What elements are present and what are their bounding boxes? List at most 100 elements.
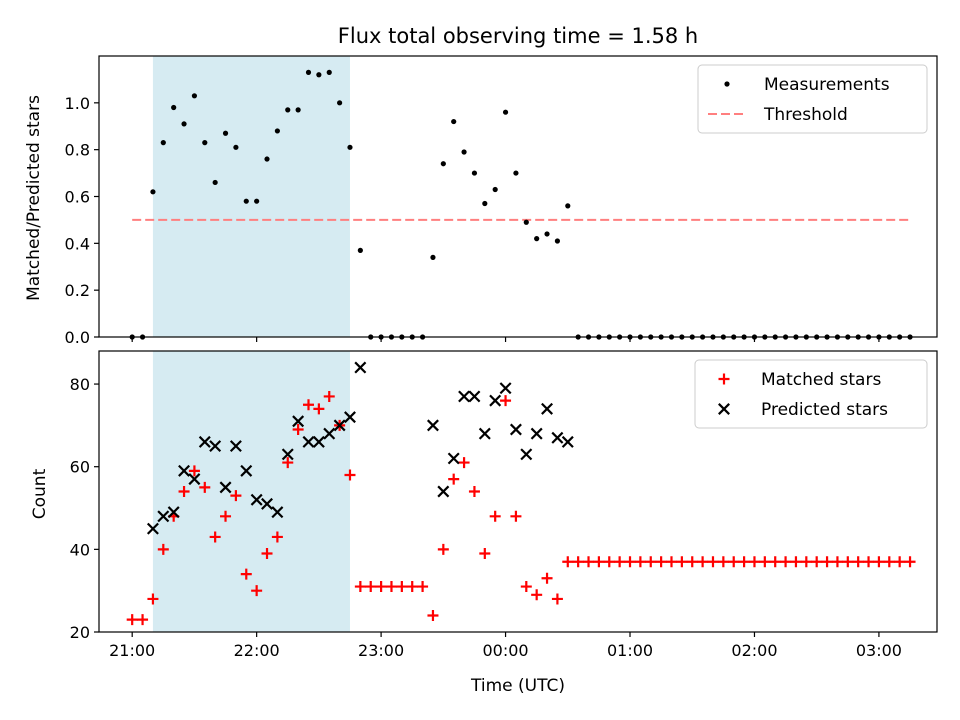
measurement-point: [233, 144, 239, 150]
matched-star-point: [572, 556, 584, 568]
legend-predicted-marker: [718, 403, 730, 415]
bottom-y-tick-label: 20: [70, 623, 90, 642]
top-legend-box: [697, 64, 928, 134]
legend-label: Measurements: [764, 75, 890, 95]
matched-star-point: [313, 403, 325, 415]
matched-star-point: [188, 465, 200, 477]
matched-star-point: [344, 469, 356, 481]
matched-star-point: [292, 424, 304, 436]
matched-star-point: [614, 556, 626, 568]
matched-star-point: [510, 510, 522, 522]
top-panel: 0.0 0.2 0.4 0.6 0.8 1.0 Measurements Threshold: [65, 55, 938, 347]
x-tick-label: 02:00: [731, 641, 777, 660]
matched-star-point: [894, 556, 906, 568]
top-y-tick-label: 0.4: [65, 234, 90, 253]
measurement-point: [222, 130, 229, 136]
matched-star-point: [489, 510, 501, 522]
x-tick-label: 22:00: [234, 641, 280, 660]
predicted-star-point: [458, 390, 471, 403]
matched-star-point: [780, 556, 792, 568]
matched-star-point: [697, 556, 709, 568]
matched-star-point: [531, 589, 543, 601]
predicted-star-point: [530, 427, 543, 440]
measurement-point: [264, 156, 270, 162]
bottom-axes-frame: [98, 350, 938, 633]
measurement-point: [492, 186, 498, 193]
matched-star-point: [147, 593, 159, 605]
top-y-tick-label: 0.0: [65, 328, 90, 347]
matched-star-point: [717, 556, 729, 568]
x-tick-label: 21:00: [109, 641, 155, 660]
legend-label: Matched stars: [761, 370, 881, 390]
matched-star-point: [209, 531, 221, 543]
measurement-point: [150, 189, 156, 195]
matched-star-point: [178, 486, 190, 497]
matched-star-point: [220, 510, 232, 522]
measurement-point: [274, 128, 280, 134]
predicted-star-point: [426, 419, 439, 432]
matched-star-point: [904, 556, 916, 568]
matched-star-point: [137, 614, 149, 626]
measurement-point: [544, 231, 550, 237]
measurement-point: [513, 170, 519, 176]
x-axis-label: Time (UTC): [470, 676, 565, 696]
measurement-point: [482, 200, 488, 207]
matched-star-point: [634, 556, 646, 568]
predicted-star-point: [146, 522, 159, 535]
predicted-star-point: [478, 427, 491, 440]
predicted-star-point: [354, 361, 367, 374]
predicted-star-point: [292, 415, 305, 428]
matched-star-point: [769, 556, 781, 568]
matched-star-point: [811, 556, 823, 568]
matched-star-point: [645, 556, 657, 568]
predicted-star-point: [188, 473, 201, 486]
matched-star-point: [863, 556, 875, 568]
predicted-star-point: [447, 452, 460, 465]
matched-star-point: [562, 556, 574, 568]
measurement-point: [461, 149, 467, 155]
measurement-point: [171, 104, 177, 111]
legend-label: Predicted stars: [761, 400, 888, 420]
matched-star-point: [852, 556, 864, 568]
matched-star-point: [831, 556, 843, 568]
predicted-star-point: [209, 440, 222, 453]
measurement-point: [451, 118, 457, 125]
matched-star-point: [261, 547, 273, 559]
matched-star-point: [406, 581, 418, 593]
measurement-point: [337, 100, 343, 106]
measurement-point: [160, 140, 166, 146]
measurement-point: [523, 219, 529, 225]
bottom-y-axis-label: Count: [30, 468, 50, 519]
x-tick-label: 01:00: [607, 641, 653, 660]
predicted-star-point: [509, 423, 522, 436]
legend-label: Threshold: [763, 105, 848, 125]
measurement-point: [181, 121, 187, 127]
matched-star-point: [759, 556, 771, 568]
predicted-star-point: [178, 464, 191, 477]
measurement-point: [534, 236, 540, 242]
matched-star-point: [655, 556, 667, 568]
predicted-star-point: [541, 402, 554, 415]
measurement-point: [316, 72, 322, 78]
predicted-star-point: [344, 411, 356, 424]
matched-star-point: [842, 556, 854, 568]
predicted-star-point: [333, 419, 346, 432]
matched-star-point: [479, 547, 491, 559]
matched-star-point: [821, 556, 833, 568]
predicted-star-point: [520, 448, 533, 461]
matched-star-point: [593, 556, 605, 568]
top-y-tick-label: 0.2: [65, 281, 90, 300]
x-tick-label: 23:00: [358, 641, 404, 660]
bottom-y-tick-label: 80: [70, 375, 90, 394]
matched-star-point: [665, 556, 677, 568]
predicted-star-point: [489, 394, 502, 407]
matched-star-point: [873, 556, 885, 568]
matched-star-point: [437, 543, 449, 555]
predicted-star-point: [312, 435, 325, 448]
measurement-point: [502, 109, 509, 115]
measurement-point: [212, 179, 218, 186]
matched-star-point: [458, 457, 470, 469]
predicted-star-point: [468, 390, 481, 403]
predicted-star-point: [261, 497, 273, 510]
